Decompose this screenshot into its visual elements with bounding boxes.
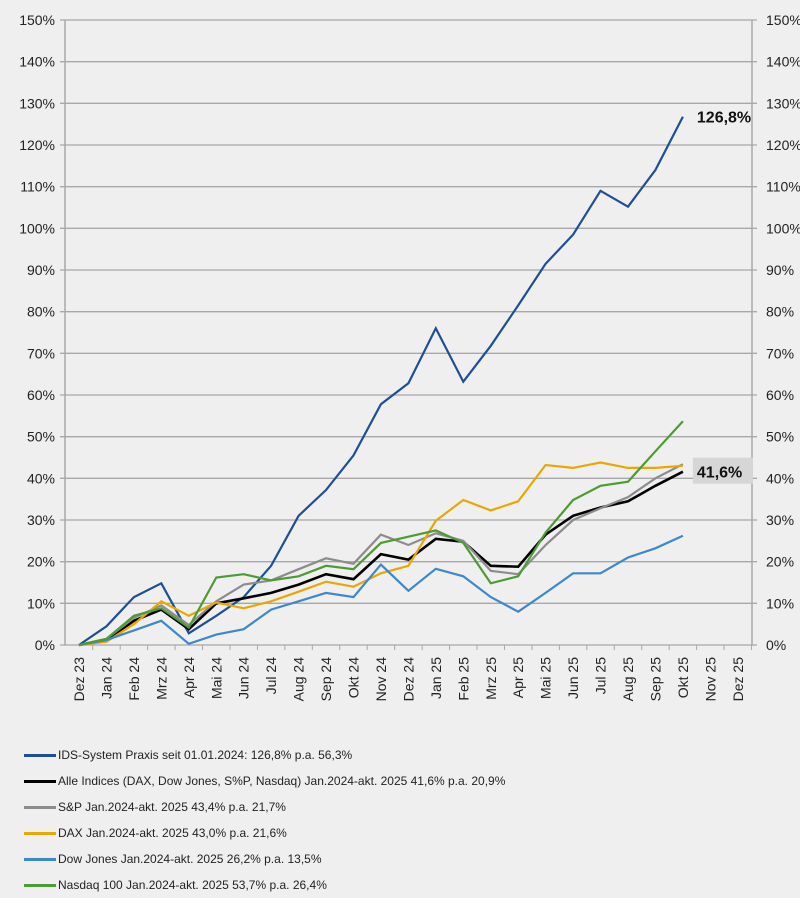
x-tick-label: Okt 25 (675, 657, 691, 698)
y-tick-label: 120% (19, 137, 55, 153)
legend-item: Dow Jones Jan.2024-akt. 2025 26,2% p.a. … (24, 846, 505, 872)
y-tick-label-right: 60% (766, 387, 794, 403)
x-tick-label: Aug 25 (620, 657, 636, 702)
y-tick-label: 30% (27, 512, 55, 528)
legend-swatch (24, 831, 56, 835)
x-tick-label: Dez 24 (400, 657, 416, 702)
y-tick-label: 140% (19, 54, 55, 70)
x-tick-label: Nov 24 (373, 657, 389, 702)
legend-label: Alle Indices (DAX, Dow Jones, S%P, Nasda… (58, 774, 506, 788)
y-axis-left-ticks: 0% 10% 20% 30% 40% 50% 60% 70% 80% 90% 100% 110% 120… (19, 12, 55, 653)
x-tick-label: Dez 23 (71, 657, 87, 702)
series-line-0 (78, 116, 684, 646)
legend-swatch (24, 883, 56, 887)
y-tick-label: 110% (20, 179, 55, 195)
y-tick-label-right: 130% (766, 95, 800, 111)
series-lines (78, 116, 684, 647)
x-tick-label: Mrz 25 (483, 657, 499, 700)
series-line-4 (78, 534, 684, 647)
x-tick-label: Sep 25 (647, 657, 663, 702)
line-chart: 0% 10% 20% 30% 40% 50% 60% 70% 80% 90% 100% 110% 120… (19, 12, 800, 702)
x-tick-label: Jun 25 (565, 657, 581, 699)
y-tick-label-right: 120% (766, 137, 800, 153)
x-tick-label: Jan 24 (98, 657, 114, 699)
series-line-2 (78, 463, 684, 647)
y-tick-label-right: 10% (766, 595, 794, 611)
x-tick-label: Feb 24 (126, 657, 142, 701)
legend-swatch (24, 805, 56, 809)
y-axis-right-ticks: 0% 10% 20% 30% 40% 50% 60% 70% 80% 90% 100% 110% 120… (766, 12, 800, 653)
y-tick-label-right: 150% (766, 12, 800, 28)
y-tick-label: 20% (27, 554, 55, 570)
y-tick-label-right: 30% (766, 512, 794, 528)
legend-label: Dow Jones Jan.2024-akt. 2025 26,2% p.a. … (58, 852, 322, 866)
y-tick-label: 130% (19, 95, 55, 111)
y-tick-label: 80% (27, 304, 55, 320)
legend-swatch (24, 857, 56, 861)
x-tick-label: Aug 24 (291, 657, 307, 702)
y-tick-label-right: 140% (766, 54, 800, 70)
series-line-1 (78, 470, 684, 647)
y-tick-label: 0% (35, 637, 55, 653)
y-tick-label-right: 80% (766, 304, 794, 320)
annotations: 126,8% 41,6% (692, 110, 753, 484)
x-tick-label: Apr 25 (510, 657, 526, 698)
y-tick-label-right: 40% (766, 470, 794, 486)
legend-item: S&P Jan.2024-akt. 2025 43,4% p.a. 21,7% (24, 794, 505, 820)
annotation-box (692, 457, 753, 484)
annotation-label: 126,8% (697, 110, 751, 127)
y-tick-label: 10% (27, 595, 55, 611)
y-tick-label: 40% (27, 470, 55, 486)
y-tick-label-right: 110% (766, 179, 800, 195)
y-tick-label: 60% (27, 387, 55, 403)
x-axis-ticks: Dez 23 Jan 24 Feb 24 Mrz 24 Apr 24 Mai 24 Jun … (71, 657, 746, 702)
series-line-5 (78, 420, 684, 647)
y-tick-label: 90% (27, 262, 55, 278)
x-tick-label: Okt 24 (346, 657, 362, 698)
x-tick-label: Mai 24 (208, 657, 224, 699)
y-tick-label: 100% (19, 220, 55, 236)
y-tick-label-right: 50% (766, 429, 794, 445)
legend-item: DAX Jan.2024-akt. 2025 43,0% p.a. 21,6% (24, 820, 505, 846)
x-tick-label: Jul 24 (263, 657, 279, 695)
y-tick-label: 70% (27, 345, 55, 361)
legend-item: IDS-System Praxis seit 01.01.2024: 126,8… (24, 742, 505, 768)
y-tick-label-right: 0% (766, 637, 786, 653)
x-tick-label: Apr 24 (181, 657, 197, 698)
x-tick-label: Sep 24 (318, 657, 334, 702)
legend-label: IDS-System Praxis seit 01.01.2024: 126,8… (58, 748, 353, 762)
series-line-3 (78, 461, 683, 647)
legend-label: DAX Jan.2024-akt. 2025 43,0% p.a. 21,6% (58, 826, 287, 840)
y-tick-label-right: 70% (766, 345, 794, 361)
legend-label: Nasdaq 100 Jan.2024-akt. 2025 53,7% p.a.… (58, 878, 327, 892)
legend-swatch (24, 779, 56, 783)
legend-swatch (24, 753, 56, 757)
y-tick-label-right: 20% (766, 554, 794, 570)
x-tick-label: Jul 25 (593, 657, 609, 695)
x-tick-label: Jun 24 (236, 657, 252, 699)
axes (64, 20, 753, 650)
gridlines (60, 19, 757, 646)
y-tick-label: 50% (27, 429, 55, 445)
y-tick-label: 150% (19, 12, 55, 28)
annotation-label: 41,6% (697, 465, 742, 482)
y-tick-label-right: 90% (766, 262, 794, 278)
x-tick-label: Mrz 24 (153, 657, 169, 700)
x-tick-label: Dez 25 (730, 657, 746, 702)
y-tick-label-right: 100% (766, 220, 800, 236)
x-tick-label: Jan 25 (428, 657, 444, 699)
x-tick-label: Nov 25 (702, 657, 718, 702)
x-tick-label: Feb 25 (455, 657, 471, 701)
legend: IDS-System Praxis seit 01.01.2024: 126,8… (24, 742, 505, 898)
legend-item: Alle Indices (DAX, Dow Jones, S%P, Nasda… (24, 768, 505, 794)
legend-item: Nasdaq 100 Jan.2024-akt. 2025 53,7% p.a.… (24, 872, 505, 898)
legend-label: S&P Jan.2024-akt. 2025 43,4% p.a. 21,7% (58, 800, 286, 814)
x-tick-label: Mai 25 (538, 657, 554, 699)
